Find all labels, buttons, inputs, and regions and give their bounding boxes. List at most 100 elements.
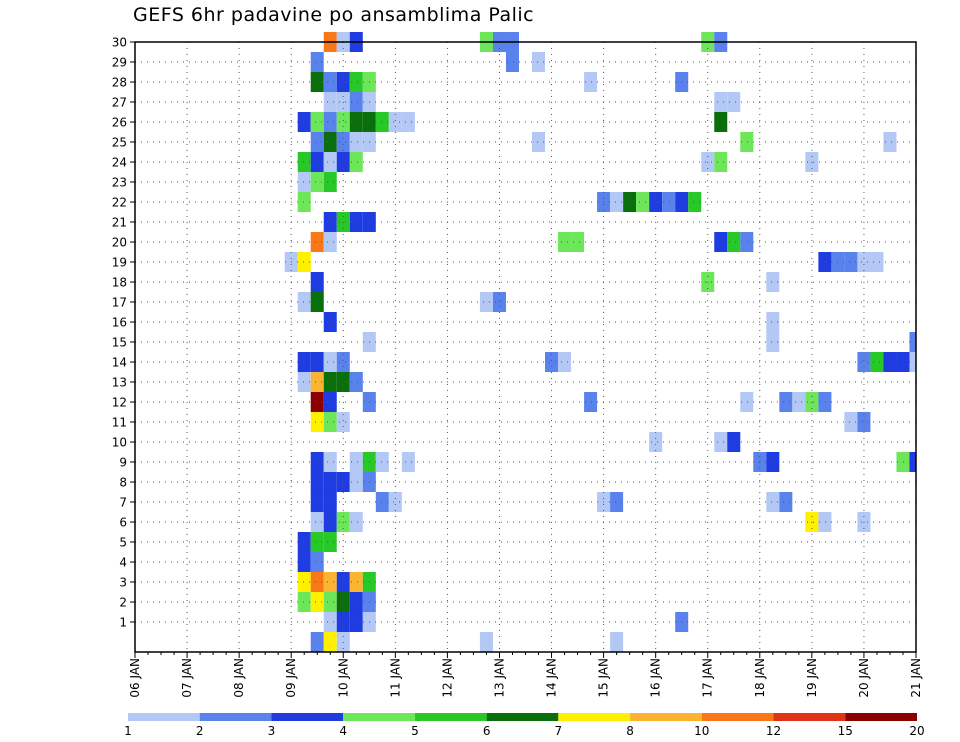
heatmap-cell	[558, 232, 572, 252]
heatmap-cell	[349, 572, 363, 592]
heatmap-cell	[297, 572, 311, 592]
heatmap-cell	[649, 432, 663, 452]
x-tick-label: 07 JAN	[180, 658, 194, 698]
legend-label: 6	[483, 724, 491, 738]
heatmap-cell	[401, 112, 415, 132]
heatmap-cell	[323, 612, 337, 632]
heatmap-cell	[323, 492, 337, 512]
heatmap-cell	[779, 492, 793, 512]
heatmap-cell	[349, 472, 363, 492]
heatmap-cell	[714, 152, 728, 172]
legend-label: 20	[909, 724, 924, 738]
heatmap-cell	[310, 592, 324, 612]
heatmap-cell	[818, 512, 832, 532]
heatmap-cell	[323, 452, 337, 472]
heatmap-cell	[310, 292, 324, 312]
heatmap-cell	[310, 572, 324, 592]
x-tick-label: 16 JAN	[649, 658, 663, 698]
heatmap-cell	[349, 612, 363, 632]
heatmap-cell	[492, 292, 506, 312]
y-tick-label: 20	[112, 236, 127, 250]
y-tick-label: 18	[112, 276, 127, 290]
x-tick-label: 08 JAN	[232, 658, 246, 698]
y-tick-label: 22	[112, 196, 127, 210]
heatmap-cell	[584, 392, 598, 412]
heatmap-cell	[844, 252, 858, 272]
x-tick-label: 21 JAN	[909, 658, 923, 698]
x-tick-label: 09 JAN	[284, 658, 298, 698]
heatmap-cell	[297, 532, 311, 552]
heatmap-cell	[688, 192, 702, 212]
y-tick-label: 29	[112, 56, 127, 70]
x-tick-label: 13 JAN	[492, 658, 506, 698]
heatmap-cell	[323, 632, 337, 652]
legend-label: 7	[555, 724, 563, 738]
legend-swatch	[701, 713, 774, 721]
legend-swatch	[486, 713, 559, 721]
heatmap-cell	[388, 112, 402, 132]
heatmap-cell	[740, 132, 754, 152]
legend-swatch	[845, 713, 917, 721]
heatmap-cell	[310, 52, 324, 72]
heatmap-cell	[297, 112, 311, 132]
heatmap-cell	[349, 92, 363, 112]
y-tick-label: 7	[119, 496, 127, 510]
y-axis: 1234567891011121314151617181920212223242…	[112, 36, 135, 630]
heatmap-cell	[297, 352, 311, 372]
heatmap-cell	[297, 592, 311, 612]
heatmap-cell	[909, 352, 916, 372]
heatmap-cell	[336, 352, 350, 372]
heatmap-cell	[323, 72, 337, 92]
x-tick-label: 18 JAN	[753, 658, 767, 698]
x-tick-label: 11 JAN	[388, 658, 402, 698]
color-legend: 1 2 3 4 5 6 7 8 10 12 15 20	[124, 713, 925, 738]
heatmap-cell	[323, 352, 337, 372]
heatmap-cell	[323, 92, 337, 112]
legend-swatch	[773, 713, 846, 721]
heatmap-cell	[323, 312, 337, 332]
heatmap-cell	[714, 232, 728, 252]
heatmap-cell	[310, 632, 324, 652]
y-tick-label: 14	[112, 356, 127, 370]
heatmap-cell	[336, 412, 350, 432]
y-tick-label: 13	[112, 376, 127, 390]
x-tick-label: 17 JAN	[701, 658, 715, 698]
y-tick-label: 5	[119, 536, 127, 550]
y-tick-label: 26	[112, 116, 127, 130]
heatmap-cell	[349, 452, 363, 472]
heatmap-cell	[766, 272, 780, 292]
heatmap-cell	[844, 412, 858, 432]
legend-swatch	[558, 713, 631, 721]
heatmap-cell	[545, 352, 559, 372]
legend-swatch	[343, 713, 415, 721]
heatmap-cell	[349, 372, 363, 392]
heatmap-cell	[532, 132, 546, 152]
heatmap-cell	[323, 572, 337, 592]
y-tick-label: 27	[112, 96, 127, 110]
x-tick-label: 12 JAN	[440, 658, 454, 698]
heatmap-cell	[727, 92, 741, 112]
y-tick-label: 15	[112, 336, 127, 350]
legend-label: 2	[196, 724, 204, 738]
heatmap-cell	[714, 92, 728, 112]
heatmap-cell	[323, 372, 337, 392]
heatmap-cell	[714, 432, 728, 452]
legend-swatch	[271, 713, 344, 721]
heatmap-cell	[766, 312, 780, 332]
heatmap-cell	[310, 172, 324, 192]
heatmap-cell	[310, 532, 324, 552]
heatmap-cell	[336, 132, 350, 152]
heatmap-cell	[896, 352, 910, 372]
heatmap-cell	[310, 352, 324, 372]
y-tick-label: 1	[119, 616, 127, 630]
heatmap-cell	[636, 192, 650, 212]
heatmap-cell	[883, 352, 897, 372]
y-tick-label: 4	[119, 556, 127, 570]
y-tick-label: 9	[119, 456, 127, 470]
heatmap-cell	[297, 252, 311, 272]
heatmap-cell	[349, 72, 363, 92]
x-tick-label: 20 JAN	[857, 658, 871, 698]
y-tick-label: 28	[112, 76, 127, 90]
heatmap-cell	[297, 172, 311, 192]
legend-swatch	[630, 713, 702, 721]
